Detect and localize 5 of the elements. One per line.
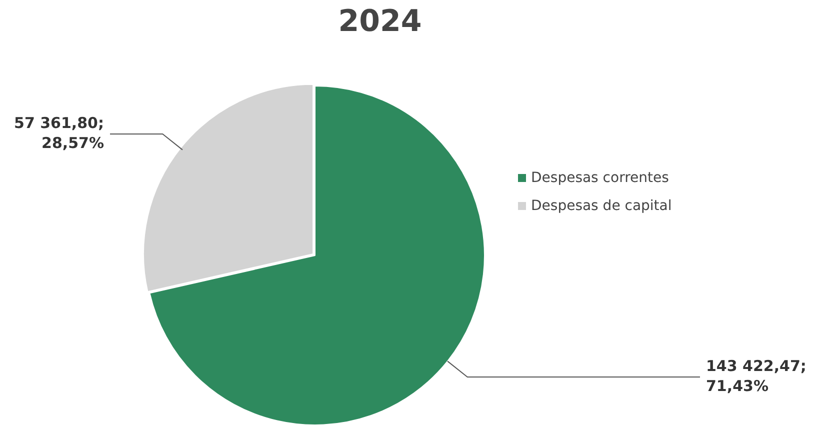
legend-label: Despesas de capital <box>531 198 672 214</box>
data-label: 57 361,80; 28,57% <box>14 114 104 152</box>
legend-label: Despesas correntes <box>531 170 669 186</box>
data-label: 143 422,47; 71,43% <box>706 356 806 395</box>
chart-title: 2024 <box>337 4 423 39</box>
